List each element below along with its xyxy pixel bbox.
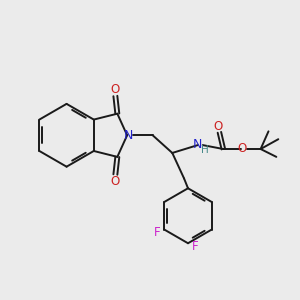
Text: F: F — [154, 226, 160, 239]
Text: F: F — [192, 240, 198, 253]
Text: N: N — [123, 129, 133, 142]
Text: N: N — [193, 138, 203, 151]
Text: O: O — [214, 120, 223, 133]
Text: H: H — [201, 145, 208, 155]
Text: O: O — [111, 82, 120, 96]
Text: O: O — [111, 175, 120, 188]
Text: O: O — [237, 142, 247, 154]
